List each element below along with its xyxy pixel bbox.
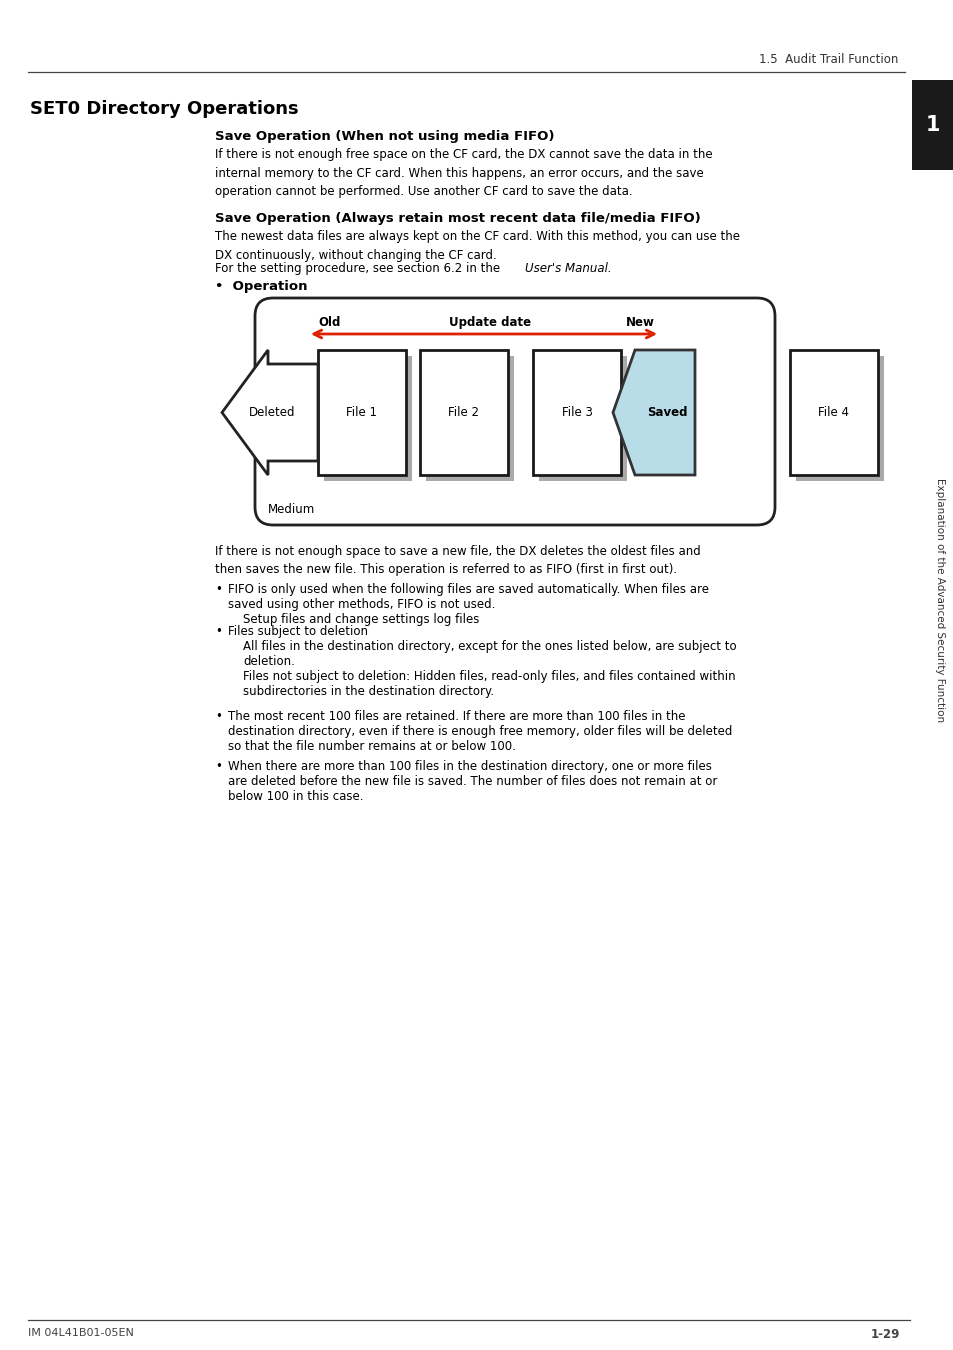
Text: Saved: Saved (646, 406, 686, 418)
Text: •  Operation: • Operation (214, 279, 307, 293)
FancyBboxPatch shape (254, 298, 774, 525)
Text: If there is not enough free space on the CF card, the DX cannot save the data in: If there is not enough free space on the… (214, 148, 712, 198)
Text: so that the file number remains at or below 100.: so that the file number remains at or be… (228, 740, 516, 753)
Bar (789, 350, 877, 475)
Text: 1: 1 (924, 115, 940, 135)
Text: File 1: File 1 (346, 406, 377, 418)
Polygon shape (613, 350, 695, 475)
Text: Setup files and change settings log files: Setup files and change settings log file… (243, 613, 478, 626)
Text: below 100 in this case.: below 100 in this case. (228, 790, 363, 803)
Text: Explanation of the Advanced Security Function: Explanation of the Advanced Security Fun… (934, 478, 944, 722)
Text: 1-29: 1-29 (870, 1328, 899, 1341)
Bar (419, 350, 507, 475)
Text: Update date: Update date (449, 316, 531, 329)
Text: destination directory, even if there is enough free memory, older files will be : destination directory, even if there is … (228, 725, 732, 738)
Bar (426, 356, 514, 481)
Text: Medium: Medium (268, 504, 314, 516)
Text: •: • (214, 583, 222, 595)
Text: Files subject to deletion: Files subject to deletion (228, 625, 368, 639)
Text: Save Operation (Always retain most recent data file/media FIFO): Save Operation (Always retain most recen… (214, 212, 700, 225)
Text: New: New (625, 316, 654, 329)
Text: Save Operation (When not using media FIFO): Save Operation (When not using media FIF… (214, 130, 554, 143)
Text: •: • (214, 760, 222, 774)
Bar (795, 356, 883, 481)
Text: are deleted before the new file is saved. The number of files does not remain at: are deleted before the new file is saved… (228, 775, 717, 788)
Text: For the setting procedure, see section 6.2 in the: For the setting procedure, see section 6… (214, 262, 503, 275)
Bar (533, 350, 620, 475)
Text: User's Manual.: User's Manual. (524, 262, 611, 275)
Text: File 4: File 4 (818, 406, 848, 418)
Bar (538, 356, 626, 481)
Polygon shape (222, 350, 317, 475)
Text: deletion.: deletion. (243, 655, 294, 668)
Text: The most recent 100 files are retained. If there are more than 100 files in the: The most recent 100 files are retained. … (228, 710, 685, 724)
Text: When there are more than 100 files in the destination directory, one or more fil: When there are more than 100 files in th… (228, 760, 711, 774)
Text: subdirectories in the destination directory.: subdirectories in the destination direct… (243, 684, 494, 698)
Text: FIFO is only used when the following files are saved automatically. When files a: FIFO is only used when the following fil… (228, 583, 708, 595)
Text: SET0 Directory Operations: SET0 Directory Operations (30, 100, 298, 117)
Text: IM 04L41B01-05EN: IM 04L41B01-05EN (28, 1328, 133, 1338)
Text: •: • (214, 625, 222, 639)
Text: File 2: File 2 (448, 406, 479, 418)
Text: Old: Old (318, 316, 341, 329)
Bar (911, 80, 953, 170)
Text: If there is not enough space to save a new file, the DX deletes the oldest files: If there is not enough space to save a n… (214, 545, 700, 576)
Text: 1.5  Audit Trail Function: 1.5 Audit Trail Function (758, 53, 897, 66)
Text: File 3: File 3 (561, 406, 592, 418)
Text: saved using other methods, FIFO is not used.: saved using other methods, FIFO is not u… (228, 598, 495, 612)
Text: The newest data files are always kept on the CF card. With this method, you can : The newest data files are always kept on… (214, 230, 740, 262)
Text: •: • (214, 710, 222, 724)
Text: Deleted: Deleted (249, 406, 294, 418)
Text: Files not subject to deletion: Hidden files, read-only files, and files containe: Files not subject to deletion: Hidden fi… (243, 670, 735, 683)
Text: All files in the destination directory, except for the ones listed below, are su: All files in the destination directory, … (243, 640, 736, 653)
Bar (317, 350, 406, 475)
Bar (324, 356, 412, 481)
